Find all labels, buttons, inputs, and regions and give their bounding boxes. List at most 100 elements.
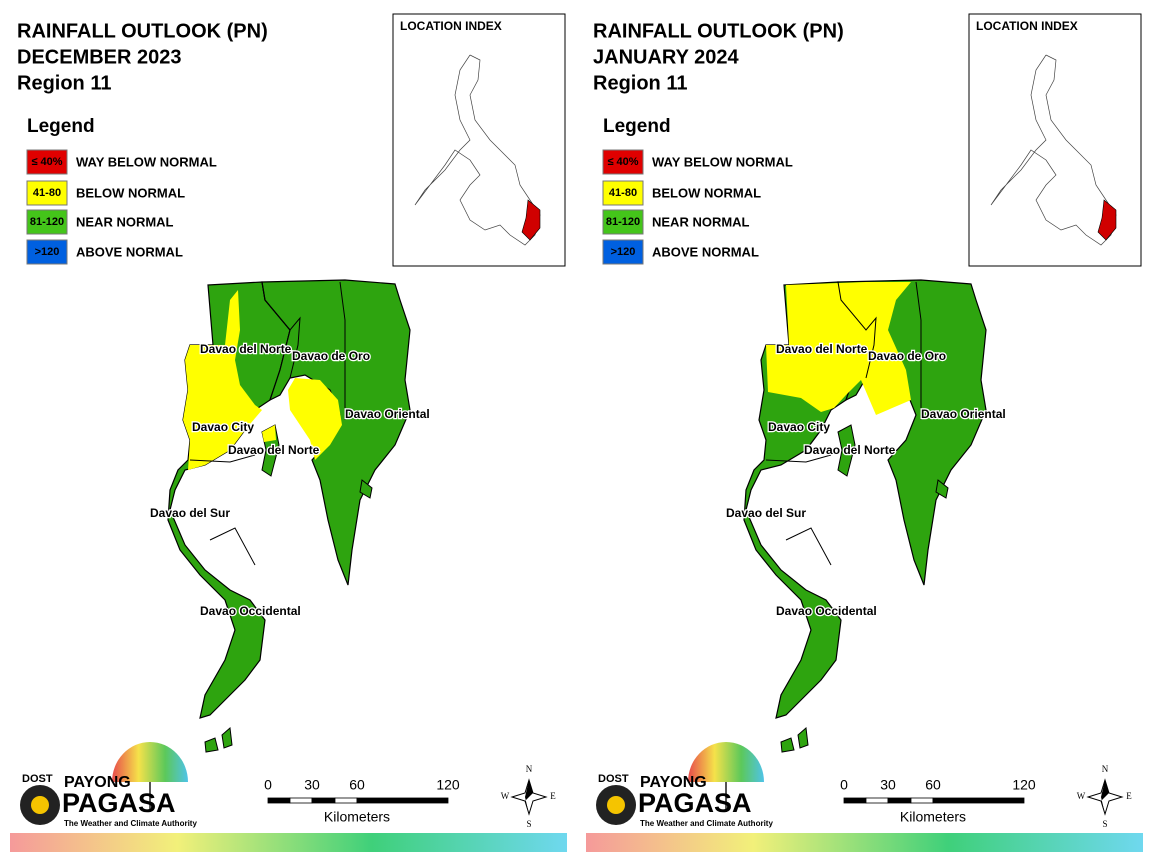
legend-range: 81-120 xyxy=(606,216,640,228)
scale-segment xyxy=(334,797,358,804)
color-band xyxy=(10,833,567,852)
province-boundary xyxy=(785,527,832,566)
scale-tick-label: 0 xyxy=(264,777,272,793)
legend-swatch xyxy=(26,239,68,265)
place-label: Davao Occidental xyxy=(200,604,301,618)
legend-title: Legend xyxy=(27,116,95,137)
place-label: Davao del Norte xyxy=(776,342,868,356)
compass-letter: N xyxy=(526,764,533,774)
place-label: Davao City xyxy=(768,420,830,434)
philippines-outline xyxy=(414,54,541,246)
island xyxy=(204,737,219,753)
logo-dost: DOST xyxy=(22,773,53,785)
legend-range: 81-120 xyxy=(30,216,64,228)
scale-tick-label: 120 xyxy=(1012,777,1036,793)
legend-swatch xyxy=(602,180,644,206)
place-label: Davao Oriental xyxy=(345,407,430,421)
place-label: Davao City xyxy=(192,420,254,434)
legend-label: WAY BELOW NORMAL xyxy=(652,154,793,169)
province-boundary xyxy=(209,527,256,566)
legend-swatch xyxy=(602,209,644,235)
title-line: Region 11 xyxy=(17,72,111,94)
legend-label: WAY BELOW NORMAL xyxy=(76,154,217,169)
island xyxy=(780,737,795,753)
logo-pagasa: PAGASA xyxy=(62,788,176,818)
region-highlight xyxy=(1097,199,1117,241)
province-boundary xyxy=(189,454,256,463)
scale-tick-label: 30 xyxy=(304,777,320,793)
scale-segment xyxy=(267,797,291,804)
province-boundary xyxy=(915,281,922,420)
scale-tick-label: 30 xyxy=(880,777,896,793)
logo-payong: PAYONG xyxy=(640,774,707,791)
legend-swatch xyxy=(26,180,68,206)
below-normal-area xyxy=(262,425,276,442)
legend-label: ABOVE NORMAL xyxy=(652,244,759,259)
scale-segment xyxy=(932,797,1025,804)
legend-label: NEAR NORMAL xyxy=(76,214,174,229)
scale-segment xyxy=(910,797,934,804)
panel: RAINFALL OUTLOOK (PN) DECEMBER 2023 Region… xyxy=(10,13,567,852)
compass-letter: N xyxy=(1102,764,1109,774)
place-label: Davao de Oro xyxy=(868,349,946,363)
legend-range: 41-80 xyxy=(33,187,61,199)
scale-tick-label: 60 xyxy=(349,777,365,793)
logo-umbrella xyxy=(688,742,764,782)
color-band xyxy=(586,833,1143,852)
legend-label: BELOW NORMAL xyxy=(76,185,185,200)
below-normal-area xyxy=(183,290,262,470)
legend-swatch xyxy=(602,149,644,175)
island xyxy=(935,479,949,499)
island xyxy=(359,479,373,499)
logo-dost: DOST xyxy=(598,773,629,785)
title-line: DECEMBER 2023 xyxy=(17,46,182,68)
title-line: RAINFALL OUTLOOK (PN) xyxy=(593,20,844,42)
logo-tagline: The Weather and Climate Authority xyxy=(640,819,773,828)
island xyxy=(837,424,856,477)
place-label: Davao del Norte xyxy=(804,443,896,457)
compass-letter: W xyxy=(1077,791,1086,801)
legend-range: >120 xyxy=(35,246,60,258)
title-line: JANUARY 2024 xyxy=(593,46,740,68)
scale-segment xyxy=(865,797,889,804)
logo-payong: PAYONG xyxy=(64,774,131,791)
place-label: Davao del Norte xyxy=(228,443,320,457)
province-boundary xyxy=(765,454,832,463)
logo-seal xyxy=(31,796,49,814)
place-label: Davao Oriental xyxy=(921,407,1006,421)
below-normal-area xyxy=(288,378,342,460)
legend-swatch xyxy=(26,149,68,175)
location-index-title: LOCATION INDEX xyxy=(976,19,1078,33)
scale-segment xyxy=(356,797,449,804)
compass-letter: W xyxy=(501,791,510,801)
legend-range: ≤ 40% xyxy=(607,156,638,168)
compass-letter: S xyxy=(1102,819,1107,829)
legend-label: BELOW NORMAL xyxy=(652,185,761,200)
legend-swatch xyxy=(602,239,644,265)
location-index-title: LOCATION INDEX xyxy=(400,19,502,33)
place-label: Davao de Oro xyxy=(292,349,370,363)
scale-segment xyxy=(289,797,313,804)
place-label: Davao Occidental xyxy=(776,604,877,618)
legend-label: NEAR NORMAL xyxy=(652,214,750,229)
place-label: Davao del Sur xyxy=(726,506,806,520)
title-line: Region 11 xyxy=(593,72,687,94)
scale-segment xyxy=(843,797,867,804)
logo-umbrella xyxy=(112,742,188,782)
island xyxy=(797,726,809,749)
legend-title: Legend xyxy=(603,116,671,137)
province-boundary xyxy=(339,281,346,420)
title-line: RAINFALL OUTLOOK (PN) xyxy=(17,20,268,42)
island xyxy=(221,726,233,749)
province-boundary xyxy=(261,281,301,379)
scale-unit: Kilometers xyxy=(900,809,966,825)
logo-pagasa: PAGASA xyxy=(638,788,752,818)
compass-letter: S xyxy=(526,819,531,829)
compass-letter: E xyxy=(550,791,556,801)
legend-range: 41-80 xyxy=(609,187,637,199)
compass-letter: E xyxy=(1126,791,1132,801)
scale-unit: Kilometers xyxy=(324,809,390,825)
scale-tick-label: 60 xyxy=(925,777,941,793)
